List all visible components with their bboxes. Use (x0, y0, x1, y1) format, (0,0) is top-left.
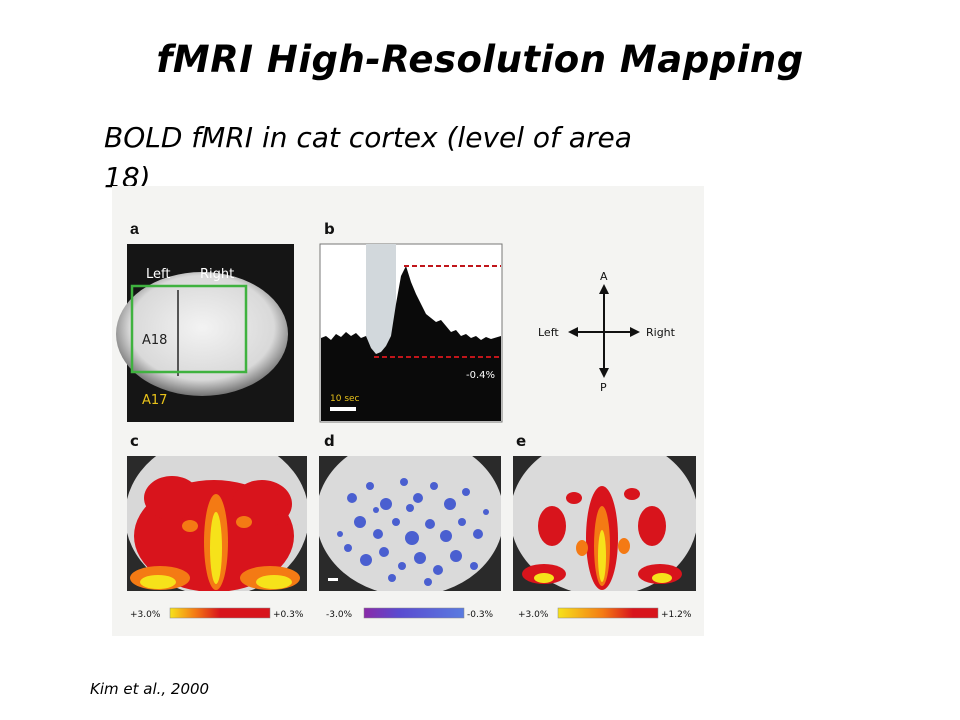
panel-d-max-label: -3.0% (326, 610, 353, 620)
slide-title: fMRI High-Resolution Mapping (156, 38, 804, 81)
panel-a: Left Right A18 A17 (116, 244, 294, 422)
compass-east-label: Right (646, 326, 676, 339)
panel-c-letter: c (130, 432, 139, 450)
panel-e-color-bar (557, 607, 659, 619)
compass-south-label: P (600, 381, 607, 394)
compass-west-label: Left (538, 326, 559, 339)
panel-b-peak-label: +1.6% (464, 274, 498, 285)
panel-e: +3.0% +1.2% (513, 456, 696, 620)
panel-b-scale-label: 10 sec (330, 394, 360, 404)
panel-a-roi-label: A18 (142, 333, 167, 348)
panel-c-activation-map (130, 476, 300, 591)
panel-d-color-bar (363, 607, 465, 619)
panel-c: +3.0% +0.3% (127, 456, 307, 620)
citation: Kim et al., 2000 (90, 680, 210, 698)
panel-a-letter: a (130, 221, 139, 238)
panel-c-min-label: +0.3% (273, 610, 304, 620)
compass-east-arrow (630, 327, 640, 337)
panel-d-scale-bar (328, 578, 338, 581)
compass-south-arrow (599, 368, 609, 378)
panel-d-min-label: -0.3% (467, 610, 494, 620)
panel-d-cortex-image (319, 456, 501, 591)
orientation-compass: A P Left Right (538, 270, 676, 394)
slide-subtitle: BOLD fMRI in cat cortex (level of area 1… (104, 121, 632, 194)
panel-a-right-label: Right (200, 267, 234, 282)
panel-a-left-label: Left (146, 267, 170, 282)
panel-c-max-label: +3.0% (130, 610, 161, 620)
figure-panel: a Left Right A18 A17 b +1.6% -0.4% 10 se… (112, 186, 704, 636)
panel-b-trough-label: -0.4% (466, 370, 495, 381)
panel-b: +1.6% -0.4% 10 sec (319, 243, 503, 423)
panel-d-letter: d (324, 432, 335, 450)
panel-d: -3.0% -0.3% (319, 456, 501, 620)
compass-north-arrow (599, 284, 609, 294)
panel-d-activation-map (337, 478, 489, 586)
panel-a-roi-box (130, 284, 248, 374)
panel-b-letter: b (324, 220, 335, 238)
panel-e-min-label: +1.2% (661, 610, 692, 620)
panel-b-scale-bar (330, 407, 356, 411)
compass-north-label: A (600, 270, 608, 283)
panel-e-activation-map (522, 486, 682, 590)
compass-west-arrow (568, 327, 578, 337)
panel-a-region-label: A17 (142, 393, 167, 408)
panel-c-color-bar (169, 607, 271, 619)
figure-svg: a Left Right A18 A17 b +1.6% -0.4% 10 se… (116, 220, 696, 620)
panel-b-time-course (321, 266, 501, 421)
panel-e-max-label: +3.0% (518, 610, 549, 620)
panel-e-letter: e (516, 432, 526, 450)
